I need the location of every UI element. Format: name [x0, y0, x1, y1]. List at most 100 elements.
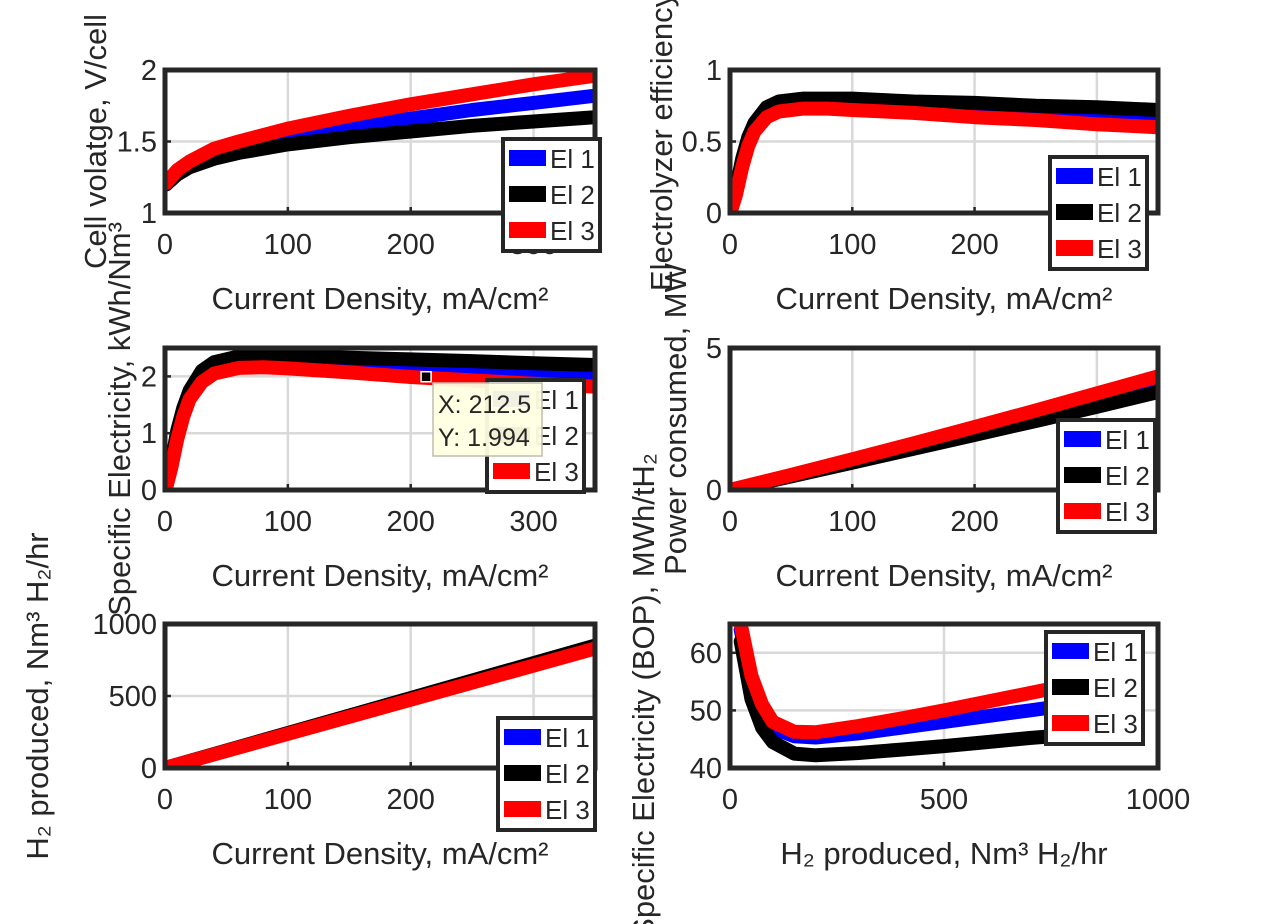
legend-swatch: [504, 765, 541, 781]
x-tick-label: 0: [722, 506, 738, 538]
x-tick-label: 100: [264, 506, 312, 538]
y-tick-label: 1: [141, 198, 157, 230]
legend-label: El 2: [1097, 198, 1142, 228]
x-tick-label: 500: [920, 784, 968, 816]
legend-swatch: [1052, 643, 1089, 659]
chart-panel-3: 0 100 200 300 0 1 2 Current Density, mA/cm² Spec…: [102, 222, 598, 616]
legend: El 1 El 2 El 3: [496, 716, 597, 832]
x-tick-label: 1000: [1126, 784, 1191, 816]
y-axis-label: Cell volatge, V/cell: [78, 14, 113, 269]
legend: El 1 El 2 El 3: [501, 137, 602, 253]
legend-swatch: [509, 150, 546, 166]
y-tick-label: 0: [706, 475, 722, 507]
legend-swatch: [1056, 240, 1093, 256]
x-axis-label: Current Density, mA/cm²: [211, 281, 548, 316]
x-axis-label: Current Density, mA/cm²: [211, 558, 548, 593]
datatip-y-label: Y: 1.994: [438, 424, 530, 452]
legend-label: El 2: [1105, 461, 1150, 491]
datatip-marker: [420, 370, 432, 383]
y-tick-label: 1000: [92, 609, 157, 641]
y-axis-label: H₂ produced, Nm³ H₂/hr: [20, 532, 55, 859]
series-group: [165, 70, 595, 192]
chart-panel-4: 010020030005Current Density, mA/cm²Power…: [658, 262, 1161, 593]
legend-swatch: [493, 463, 530, 479]
x-tick-label: 200: [387, 506, 435, 538]
y-tick-label: 1.5: [117, 127, 157, 159]
legend-swatch: [1056, 204, 1093, 220]
x-tick-label: 100: [264, 229, 312, 261]
legend-label: El 1: [550, 144, 595, 174]
x-tick-label: 0: [722, 784, 738, 816]
legend-swatch: [504, 801, 541, 817]
y-tick-label: 50: [690, 695, 722, 727]
x-tick-label: 100: [264, 784, 312, 816]
x-tick-label: 200: [387, 784, 435, 816]
x-tick-label: 200: [950, 506, 998, 538]
legend-label: El 1: [1105, 425, 1150, 455]
legend-swatch: [1052, 679, 1089, 695]
y-tick-label: 0.5: [682, 127, 722, 159]
legend-swatch: [509, 186, 546, 202]
legend-label: El 3: [1093, 709, 1138, 739]
x-axis-label: Current Density, mA/cm²: [775, 281, 1112, 316]
legend-label: El 2: [1093, 673, 1138, 703]
legend-swatch: [509, 222, 546, 238]
y-axis-label: Specific Electricity, kWh/Nm³: [102, 222, 137, 616]
series-line-el-3: [730, 101, 1158, 213]
legend-label: El 3: [1105, 497, 1150, 527]
y-tick-label: 0: [706, 198, 722, 230]
y-axis-label: Power consumed, MW: [658, 262, 693, 575]
x-axis-label: Current Density, mA/cm²: [775, 558, 1112, 593]
legend-label: El 1: [545, 723, 590, 753]
y-tick-label: 0: [141, 475, 157, 507]
legend-swatch: [1056, 168, 1093, 184]
x-tick-label: 200: [387, 229, 435, 261]
y-tick-label: 5: [706, 333, 722, 365]
x-axis-label: Current Density, mA/cm²: [211, 836, 548, 871]
series-group: [165, 349, 595, 490]
x-tick-label: 0: [157, 784, 173, 816]
y-axis-label: Electrolyzer efficiency: [644, 0, 679, 291]
x-tick-label: 0: [157, 229, 173, 261]
datatip-x-label: X: 212.5: [438, 391, 531, 419]
legend-label: El 1: [1097, 162, 1142, 192]
legend-label: El 1: [1093, 637, 1138, 667]
axes-frame: [727, 345, 1161, 493]
legend-swatch: [504, 729, 541, 745]
y-tick-label: 500: [109, 681, 157, 713]
series-group: [733, 624, 1080, 763]
datatip: X: 212.5 Y: 1.994: [420, 370, 543, 457]
legend: El 1 El 2 El 3: [1048, 155, 1149, 271]
series-group: [730, 91, 1158, 213]
series-line-el-3: [730, 369, 1158, 490]
datatip-box: [432, 382, 543, 457]
legend-label: El 3: [1097, 234, 1142, 264]
legend-swatch: [1064, 503, 1101, 519]
y-tick-label: 2: [141, 361, 157, 393]
series-line-el-3: [165, 641, 595, 768]
series-line-el-3: [733, 624, 1080, 740]
legend-label: El 3: [545, 795, 590, 825]
y-tick-label: 1: [141, 418, 157, 450]
legend-label: El 2: [550, 180, 595, 210]
x-tick-label: 0: [722, 229, 738, 261]
chart-panel-5: 010020030005001000Current Density, mA/cm…: [20, 532, 598, 871]
y-axis-label: Specific Electricity (BOP), MWh/tH₂: [626, 453, 661, 924]
series-line-el-3: [165, 360, 595, 490]
legend: El 1 El 2 El 3: [1056, 418, 1157, 534]
series-group: [730, 369, 1158, 490]
x-tick-label: 300: [509, 506, 557, 538]
series-group: [165, 638, 595, 768]
x-axis-label: H₂ produced, Nm³ H₂/hr: [780, 836, 1107, 871]
y-tick-label: 2: [141, 55, 157, 87]
legend: El 1 El 2 El 3: [1044, 630, 1145, 746]
y-tick-label: 0: [141, 753, 157, 785]
y-tick-label: 40: [690, 753, 722, 785]
legend-label: El 3: [534, 457, 579, 487]
series-line-el-3: [165, 70, 595, 190]
legend-swatch: [1064, 467, 1101, 483]
y-tick-label: 1: [706, 55, 722, 87]
